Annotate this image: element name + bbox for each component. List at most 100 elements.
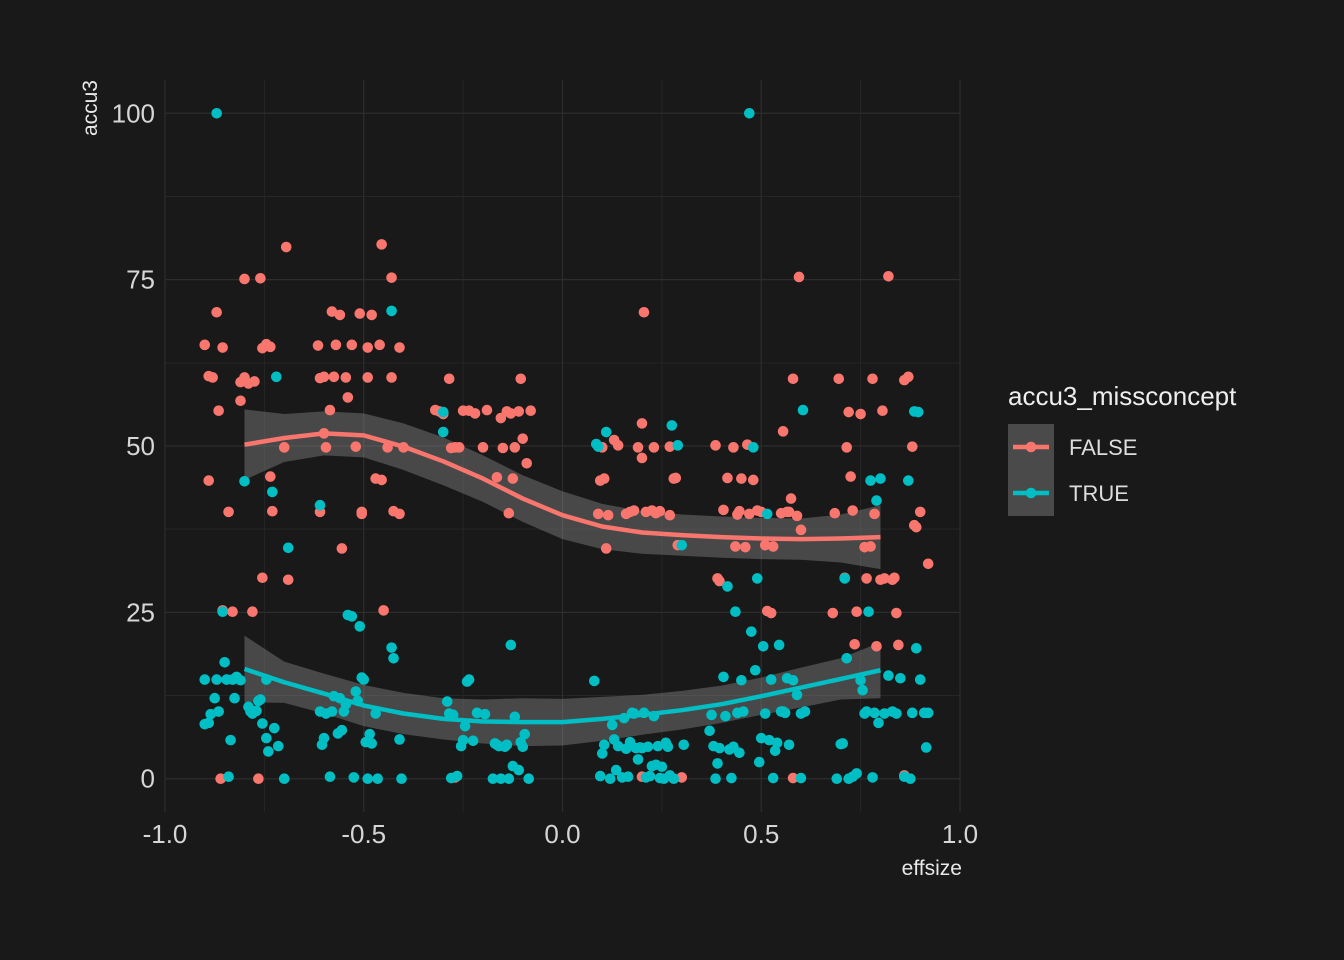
data-point bbox=[457, 734, 469, 746]
data-point bbox=[217, 342, 228, 353]
data-point bbox=[521, 458, 533, 469]
data-point bbox=[720, 710, 731, 722]
data-point bbox=[459, 720, 471, 732]
legend-label: TRUE bbox=[1069, 481, 1129, 506]
data-point bbox=[736, 473, 747, 484]
data-point bbox=[503, 773, 515, 785]
data-point bbox=[513, 406, 525, 417]
data-point bbox=[612, 440, 624, 451]
data-point bbox=[755, 732, 767, 744]
data-point bbox=[394, 508, 405, 520]
data-point bbox=[589, 675, 600, 687]
data-point bbox=[883, 271, 894, 282]
data-point bbox=[710, 440, 721, 451]
data-point bbox=[857, 684, 868, 696]
data-point bbox=[718, 671, 729, 683]
data-point bbox=[632, 442, 644, 453]
data-point bbox=[340, 372, 352, 383]
data-point bbox=[497, 442, 509, 454]
data-point bbox=[253, 773, 264, 785]
data-point bbox=[759, 539, 771, 551]
data-point bbox=[761, 508, 773, 520]
legend: accu3_missconcept FALSE TRUE bbox=[1008, 381, 1237, 516]
data-point bbox=[602, 509, 614, 521]
data-point bbox=[515, 373, 527, 385]
data-point bbox=[777, 426, 789, 437]
data-point bbox=[922, 707, 934, 719]
data-point bbox=[239, 475, 250, 487]
data-point bbox=[867, 373, 878, 385]
x-tick-label: -0.5 bbox=[341, 819, 386, 849]
data-point bbox=[865, 475, 876, 486]
data-point bbox=[654, 505, 666, 517]
data-point bbox=[265, 471, 276, 482]
data-point bbox=[358, 674, 370, 685]
data-point bbox=[336, 724, 348, 736]
data-point bbox=[883, 670, 894, 681]
data-point bbox=[278, 773, 290, 785]
data-point bbox=[622, 771, 634, 783]
x-tick-label: 0.0 bbox=[544, 819, 580, 849]
data-point bbox=[865, 541, 876, 552]
data-point bbox=[600, 543, 612, 554]
data-point bbox=[628, 505, 640, 516]
data-point bbox=[895, 672, 906, 684]
data-point bbox=[394, 342, 405, 353]
data-point bbox=[235, 674, 246, 686]
data-point bbox=[386, 372, 397, 383]
legend-key-point bbox=[1025, 441, 1037, 453]
x-axis-title: effsize bbox=[902, 857, 962, 880]
data-point bbox=[636, 418, 648, 429]
data-point bbox=[362, 773, 374, 785]
data-point bbox=[644, 770, 656, 782]
data-point bbox=[749, 664, 761, 676]
data-point bbox=[877, 405, 888, 417]
data-point bbox=[235, 395, 246, 407]
data-point bbox=[847, 505, 858, 516]
data-point bbox=[861, 573, 872, 584]
data-point bbox=[219, 656, 230, 668]
data-point bbox=[912, 406, 924, 418]
data-point bbox=[714, 575, 725, 587]
data-point bbox=[920, 742, 932, 753]
data-point bbox=[889, 572, 900, 584]
data-point bbox=[769, 745, 781, 757]
data-point bbox=[376, 239, 387, 250]
data-point bbox=[905, 773, 916, 785]
data-point bbox=[757, 641, 769, 652]
data-point bbox=[223, 771, 234, 783]
data-point bbox=[328, 371, 340, 383]
data-point bbox=[517, 741, 529, 753]
data-point bbox=[763, 734, 775, 746]
data-point bbox=[487, 773, 499, 785]
data-point bbox=[914, 674, 926, 685]
data-point bbox=[879, 708, 890, 719]
data-point bbox=[211, 107, 222, 119]
data-point bbox=[712, 758, 723, 769]
data-point bbox=[370, 708, 381, 719]
data-point bbox=[672, 440, 684, 451]
data-point bbox=[257, 718, 268, 729]
data-point bbox=[787, 674, 799, 686]
data-point bbox=[255, 273, 266, 284]
data-point bbox=[519, 728, 531, 740]
data-point bbox=[374, 339, 385, 351]
data-point bbox=[744, 107, 755, 119]
data-point bbox=[879, 573, 890, 584]
data-point bbox=[525, 405, 536, 417]
data-point bbox=[841, 652, 853, 664]
data-point bbox=[793, 271, 805, 283]
data-point bbox=[479, 708, 491, 720]
data-point bbox=[861, 706, 872, 717]
data-point bbox=[710, 773, 721, 785]
data-point bbox=[851, 768, 862, 779]
data-point bbox=[269, 722, 280, 734]
data-point bbox=[356, 508, 368, 520]
data-point bbox=[251, 705, 262, 717]
data-point bbox=[839, 573, 851, 584]
data-point bbox=[738, 706, 749, 717]
data-point bbox=[203, 475, 215, 486]
data-point bbox=[386, 305, 397, 317]
data-point bbox=[592, 508, 604, 520]
